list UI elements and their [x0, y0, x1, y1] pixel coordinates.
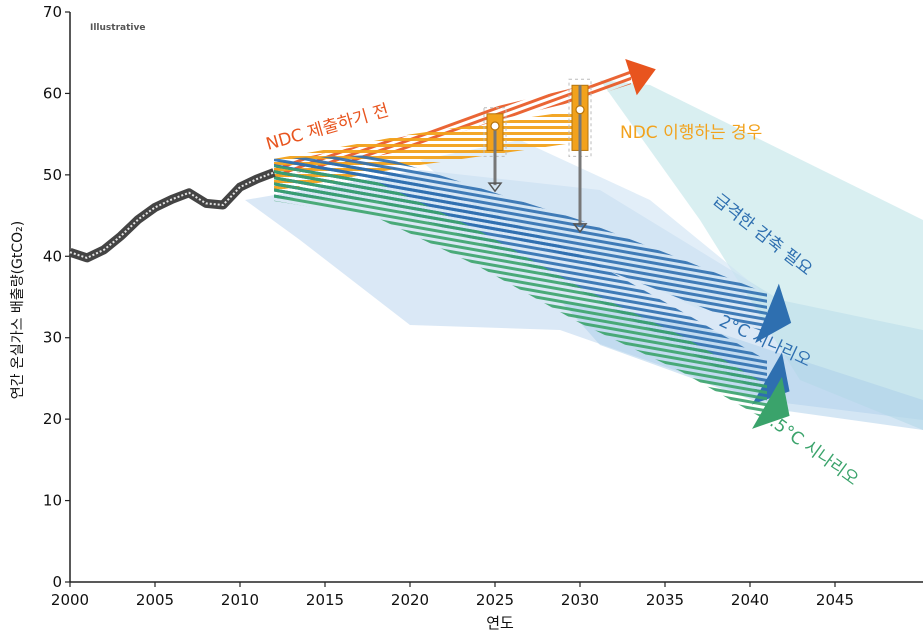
x-tick-label: 2025: [476, 591, 514, 609]
one-point-five-arrow-head: [752, 376, 790, 429]
historical-emissions: [68, 168, 276, 263]
y-tick-label: 20: [43, 410, 62, 428]
ndc-gap-arrow-head: [487, 182, 503, 193]
scenario-label: NDC 이행하는 경우: [620, 123, 762, 143]
x-tick-label: 2020: [391, 591, 429, 609]
y-tick-label: 30: [43, 329, 62, 347]
x-tick-label: 2030: [561, 591, 599, 609]
one-point-five-arrow-band: [274, 165, 767, 421]
ndc-range-outline: [483, 107, 507, 157]
historical-line-highlight: [69, 171, 275, 259]
x-tick-label: 2045: [816, 591, 854, 609]
ndc-gap-arrow-head: [572, 223, 588, 234]
illustrative-tag: Illustrative: [90, 23, 145, 33]
ndc-median-marker: [490, 121, 500, 131]
rapid-cut-arrow-head: [755, 283, 792, 344]
y-tick-label: 50: [43, 166, 62, 184]
x-tick-label: 2035: [646, 591, 684, 609]
x-tick-label: 2000: [51, 591, 89, 609]
x-tick-label: 2040: [731, 591, 769, 609]
y-tick-label: 60: [43, 84, 62, 102]
y-tick-label: 70: [43, 3, 62, 21]
y-tick-label: 0: [52, 573, 62, 591]
scenario-arrows: [274, 59, 792, 429]
ndc-before-arrow-head: [625, 59, 656, 96]
x-axis-label: 연도: [486, 614, 514, 632]
y-tick-label: 40: [43, 247, 62, 265]
y-axis-label: 연간 온실가스 배출량(GtCO₂): [10, 221, 26, 400]
x-tick-label: 2005: [136, 591, 174, 609]
x-tick-label: 2015: [306, 591, 344, 609]
x-tick-label: 2010: [221, 591, 259, 609]
ndc-markers: [483, 78, 592, 234]
y-tick-label: 10: [43, 492, 62, 510]
ndc-median-marker: [575, 105, 585, 115]
